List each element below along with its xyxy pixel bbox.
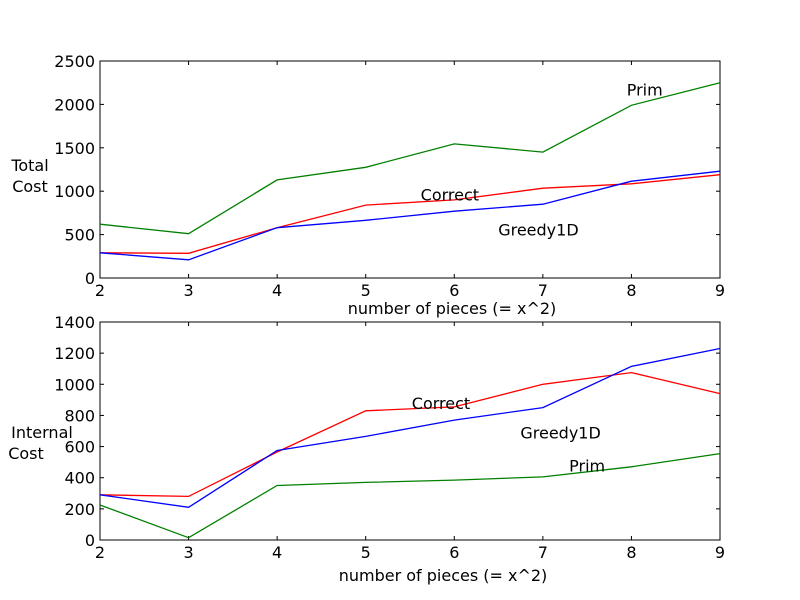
- internal-cost-xlabel: number of pieces (= x^2): [339, 566, 548, 585]
- total-cost-xtick-label-4: 4: [272, 281, 282, 300]
- total-cost-xlabel: number of pieces (= x^2): [348, 299, 557, 318]
- total-cost-ylabel-line-2: Cost: [12, 177, 48, 196]
- internal-cost-ylabel-line-1: Internal: [11, 423, 73, 442]
- total-cost-plot-frame: [99, 60, 721, 279]
- total-cost-xtick-label-9: 9: [715, 281, 725, 300]
- total-cost-xtick-label-7: 7: [538, 281, 548, 300]
- internal-cost-series-correct: [99, 371, 721, 498]
- internal-cost-xtick-label-6: 6: [449, 543, 459, 562]
- total-cost-label-prim: Prim: [627, 81, 663, 100]
- internal-cost-ticks: 2 3 4 5 6 7 8 9 0 200 400 600 800 1000 1200 1400: [54, 313, 725, 562]
- total-cost-ytick-label-1000: 1000: [54, 182, 95, 201]
- total-cost-series-prim: [99, 82, 721, 235]
- internal-cost-annotations: Correct Greedy1D Prim: [412, 394, 605, 475]
- total-cost-ytick-label-2000: 2000: [54, 95, 95, 114]
- total-cost-ylabel-line-1: Total: [10, 156, 48, 175]
- internal-cost-xtick-label-5: 5: [361, 543, 371, 562]
- internal-cost-ytick-label-800: 800: [64, 406, 95, 425]
- internal-cost-series-prim: [99, 452, 721, 539]
- total-cost-ytick-label-1500: 1500: [54, 139, 95, 158]
- internal-cost-ytick-label-1200: 1200: [54, 344, 95, 363]
- internal-cost-xtick-label-8: 8: [626, 543, 636, 562]
- internal-cost-ytick-label-0: 0: [85, 531, 95, 550]
- total-cost-xtick-label-6: 6: [449, 281, 459, 300]
- internal-cost-ytick-label-600: 600: [64, 438, 95, 457]
- total-cost-panel: Total Cost number of pieces (= x^2) 2 3 4 5…: [10, 52, 725, 318]
- internal-cost-panel: Internal Cost number of pieces (= x^2) 2…: [8, 313, 725, 585]
- internal-cost-plot-frame: [99, 321, 721, 541]
- total-cost-xtick-label-8: 8: [626, 281, 636, 300]
- total-cost-label-correct: Correct: [421, 186, 479, 205]
- total-cost-series: [99, 82, 721, 261]
- total-cost-ticks: 2 3 4 5 6 7 8 9 0 500 1000 1500 2000 2500: [54, 52, 725, 300]
- total-cost-series-greedy1d: [99, 170, 721, 261]
- internal-cost-xtick-label-2: 2: [95, 543, 105, 562]
- total-cost-ytick-label-500: 500: [64, 226, 95, 245]
- internal-cost-label-correct: Correct: [412, 394, 470, 413]
- internal-cost-xtick-label-3: 3: [183, 543, 193, 562]
- internal-cost-ylabel-line-2: Cost: [8, 444, 44, 463]
- total-cost-label-greedy1d: Greedy1D: [498, 220, 578, 239]
- total-cost-xtick-label-3: 3: [183, 281, 193, 300]
- internal-cost-ytick-label-1000: 1000: [54, 375, 95, 394]
- internal-cost-xtick-label-4: 4: [272, 543, 282, 562]
- internal-cost-ytick-label-200: 200: [64, 500, 95, 519]
- internal-cost-series-greedy1d: [99, 347, 721, 508]
- internal-cost-label-greedy1d: Greedy1D: [520, 424, 600, 443]
- internal-cost-ytick-label-400: 400: [64, 469, 95, 488]
- internal-cost-ytick-label-1400: 1400: [54, 313, 95, 332]
- total-cost-xtick-label-5: 5: [361, 281, 371, 300]
- internal-cost-label-prim: Prim: [569, 456, 605, 475]
- internal-cost-series: [99, 347, 721, 539]
- internal-cost-xtick-label-9: 9: [715, 543, 725, 562]
- total-cost-xtick-label-2: 2: [95, 281, 105, 300]
- total-cost-ytick-label-0: 0: [85, 269, 95, 288]
- total-cost-annotations: Correct Greedy1D Prim: [421, 81, 663, 240]
- internal-cost-xtick-label-7: 7: [538, 543, 548, 562]
- total-cost-ytick-label-2500: 2500: [54, 52, 95, 71]
